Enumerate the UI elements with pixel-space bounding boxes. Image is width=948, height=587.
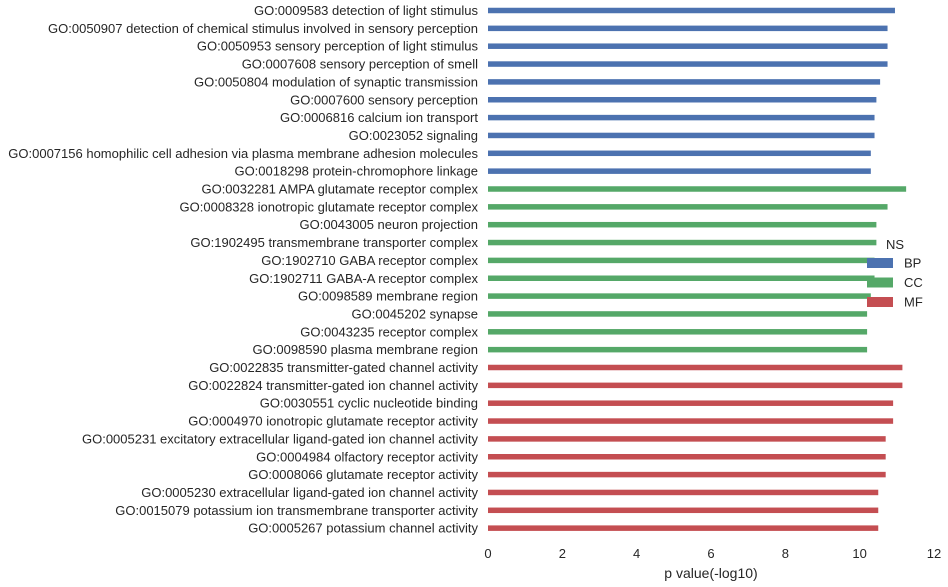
bar-bp (488, 168, 871, 174)
category-label: GO:0015079 potassium ion transmembrane t… (115, 503, 478, 518)
legend-label-bp: BP (904, 256, 921, 271)
legend-swatch-cc (867, 277, 893, 288)
bar-cc (488, 346, 868, 353)
category-label: GO:0004970 ionotropic glutamate receptor… (188, 414, 478, 429)
bar-mf (488, 454, 886, 460)
bar-bp (488, 43, 888, 49)
x-tick-label: 2 (559, 546, 566, 561)
category-label: GO:0005231 excitatory extracellular liga… (82, 431, 479, 446)
category-label: GO:0006816 calcium ion transport (280, 110, 478, 125)
bar-bp (488, 25, 888, 32)
category-label: GO:0022824 transmitter-gated ion channel… (188, 378, 478, 393)
bar-bp (488, 150, 871, 157)
bar-cc (488, 275, 875, 281)
category-label: GO:0050804 modulation of synaptic transm… (194, 74, 478, 89)
category-label: GO:0030551 cyclic nucleotide binding (260, 396, 478, 411)
bar-mf (488, 489, 879, 496)
x-tick-label: 4 (633, 546, 640, 561)
category-label: GO:1902711 GABA-A receptor complex (249, 271, 478, 286)
category-label: GO:0018298 protein-chromophore linkage (234, 164, 478, 179)
category-label: GO:0043235 receptor complex (300, 324, 478, 339)
bar-bp (488, 114, 875, 121)
legend-swatch-mf (867, 297, 893, 307)
bar-cc (488, 221, 877, 228)
bar-bp (488, 61, 888, 67)
bar-bp (488, 132, 875, 139)
category-label: GO:0007156 homophilic cell adhesion via … (8, 146, 478, 161)
category-label: GO:1902710 GABA receptor complex (261, 253, 478, 268)
legend-swatch-bp (867, 258, 893, 268)
bar-mf (488, 507, 879, 514)
x-tick-label: 12 (927, 546, 941, 561)
x-tick-label: 6 (707, 546, 714, 561)
bar-mf (488, 400, 894, 406)
bar-mf (488, 382, 903, 389)
bar-cc (488, 257, 875, 264)
category-labels: GO:0009583 detection of light stimulus GO… (8, 3, 478, 536)
category-label: GO:0005230 extracellular ligand-gated io… (141, 485, 478, 500)
category-label: GO:0007608 sensory perception of smell (242, 57, 478, 72)
x-tick-label: 0 (484, 546, 491, 561)
bar-mf (488, 418, 894, 424)
category-label: GO:0098589 membrane region (298, 289, 478, 304)
x-tick-label: 8 (782, 546, 789, 561)
category-label: GO:1902495 transmembrane transporter com… (190, 235, 478, 250)
x-axis: 0 2 4 6 8 10 12 (484, 546, 941, 561)
x-tick-label: 10 (852, 546, 866, 561)
bar-mf (488, 471, 886, 478)
bar-bp (488, 97, 877, 103)
bar-bp (488, 7, 895, 14)
category-label: GO:0050907 detection of chemical stimulu… (48, 21, 478, 36)
category-label: GO:0008328 ionotropic glutamate receptor… (180, 199, 479, 214)
category-label: GO:0005267 potassium channel activity (248, 521, 478, 536)
bar-cc (488, 293, 871, 299)
category-label: GO:0008066 glutamate receptor activity (248, 467, 478, 482)
category-label: GO:0032281 AMPA glutamate receptor compl… (201, 182, 478, 197)
bar-mf (488, 525, 879, 531)
legend-title: NS (886, 237, 904, 252)
legend: NS BP CC MF (867, 237, 923, 310)
category-label: GO:0043005 neuron projection (299, 217, 478, 232)
category-label: GO:0022835 transmitter-gated channel act… (209, 360, 478, 375)
legend-label-cc: CC (904, 275, 923, 290)
category-label: GO:0050953 sensory perception of light s… (197, 39, 479, 54)
bar-cc (488, 186, 907, 192)
x-axis-title: p value(-log10) (664, 565, 757, 581)
bar-cc (488, 239, 877, 246)
category-label: GO:0045202 synapse (352, 306, 478, 321)
category-label: GO:0009583 detection of light stimulus (254, 3, 479, 18)
bar-cc (488, 204, 888, 210)
bar-bp (488, 79, 881, 85)
category-label: GO:0023052 signaling (349, 128, 478, 143)
category-label: GO:0098590 plasma membrane region (253, 342, 478, 357)
bar-mf (488, 436, 886, 442)
category-label: GO:0004984 olfactory receptor activity (256, 449, 478, 464)
bar-cc (488, 311, 868, 317)
bar-cc (488, 329, 868, 335)
category-label: GO:0007600 sensory perception (290, 92, 478, 107)
legend-label-mf: MF (904, 295, 923, 310)
bar-mf (488, 364, 903, 371)
bars-layer (488, 7, 907, 531)
